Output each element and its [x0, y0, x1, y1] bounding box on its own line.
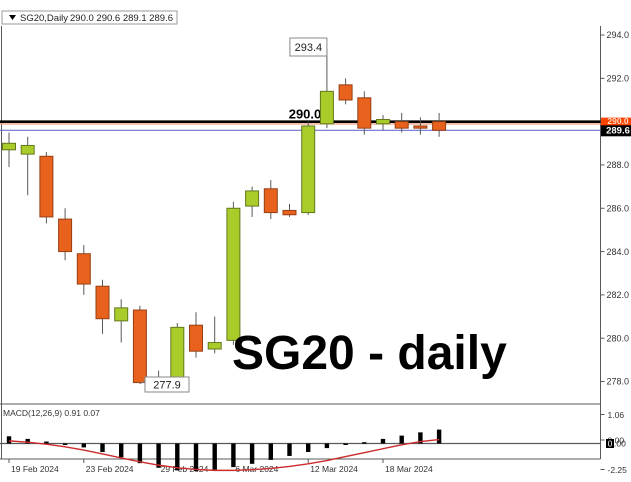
svg-text:-2.25: -2.25	[608, 465, 628, 475]
svg-text:290.0: 290.0	[289, 107, 322, 122]
svg-text:MACD(12,26,9) 0.91 0.07: MACD(12,26,9) 0.91 0.07	[3, 408, 100, 418]
svg-text:23 Feb 2024: 23 Feb 2024	[86, 464, 134, 474]
svg-text:1.06: 1.06	[608, 410, 625, 420]
svg-text:12 Mar 2024: 12 Mar 2024	[310, 464, 358, 474]
svg-text:289.6: 289.6	[606, 126, 630, 137]
svg-text:294.0: 294.0	[607, 30, 630, 40]
svg-text:290.0 290.6 289.1 289.6: 290.0 290.6 289.1 289.6	[70, 13, 173, 24]
svg-text:.00: .00	[614, 439, 626, 449]
svg-text:18 Mar 2024: 18 Mar 2024	[385, 464, 433, 474]
svg-text:SG20,Daily: SG20,Daily	[20, 13, 68, 24]
svg-text:282.0: 282.0	[607, 290, 630, 300]
svg-text:288.0: 288.0	[607, 160, 630, 170]
svg-text:SG20 - daily: SG20 - daily	[232, 327, 507, 380]
svg-text:277.9: 277.9	[153, 379, 181, 391]
svg-text:19 Feb 2024: 19 Feb 2024	[11, 464, 59, 474]
svg-text:290.0: 290.0	[607, 116, 629, 126]
svg-text:280.0: 280.0	[607, 333, 630, 343]
svg-text:278.0: 278.0	[607, 377, 630, 387]
svg-text:286.0: 286.0	[607, 203, 630, 213]
svg-text:292.0: 292.0	[607, 74, 630, 84]
svg-text:284.0: 284.0	[607, 247, 630, 257]
svg-text:293.4: 293.4	[295, 42, 323, 54]
svg-text:0: 0	[608, 439, 613, 449]
